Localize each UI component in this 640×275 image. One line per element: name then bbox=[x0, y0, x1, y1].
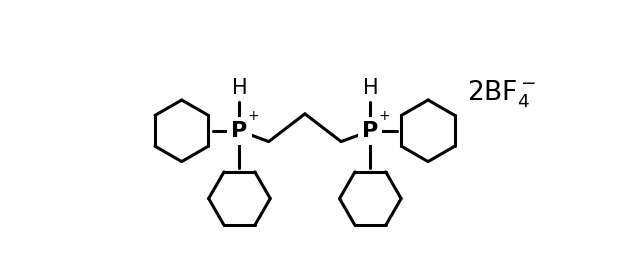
Text: +: + bbox=[248, 109, 260, 123]
Text: H: H bbox=[232, 78, 247, 98]
Text: P: P bbox=[362, 121, 378, 141]
Text: +: + bbox=[379, 109, 390, 123]
Text: H: H bbox=[362, 78, 378, 98]
Text: 2BF$_4^-$: 2BF$_4^-$ bbox=[467, 79, 536, 110]
Text: P: P bbox=[231, 121, 248, 141]
